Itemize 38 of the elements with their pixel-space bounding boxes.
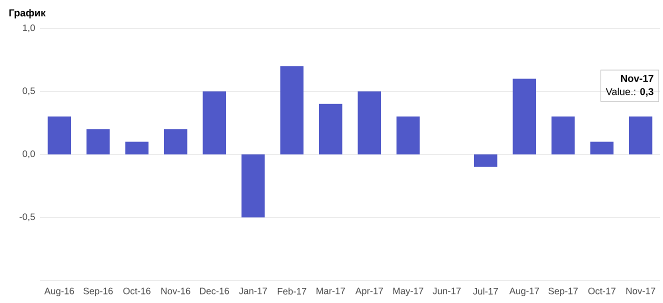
bar — [512, 78, 536, 154]
x-tick-label: May-17 — [393, 288, 424, 296]
x-tick-label: Sep-17 — [548, 288, 578, 296]
x-tick-label: Apr-17 — [355, 288, 383, 296]
x-tick-label: Feb-17 — [278, 288, 306, 295]
bar — [629, 116, 652, 154]
bar — [164, 129, 188, 154]
x-tick-label: Aug-17 — [509, 288, 539, 296]
bar — [125, 142, 149, 154]
chart-title: График — [9, 9, 46, 18]
x-tick-label: Nov-16 — [161, 288, 190, 294]
bar — [86, 129, 110, 154]
bar — [590, 142, 614, 154]
bar — [552, 116, 575, 154]
x-tick-label: Aug-16 — [44, 288, 74, 296]
bar — [474, 154, 498, 167]
y-tick-label: 1,0 — [23, 24, 35, 32]
x-tick-label: Oct-17 — [588, 288, 616, 294]
bar — [242, 154, 265, 218]
x-tick-label: Dec-16 — [200, 288, 229, 294]
x-tick-label: Mar-17 — [316, 288, 345, 294]
bar — [202, 91, 226, 154]
x-tick-label: Oct-16 — [123, 288, 150, 294]
y-tick-label: 0,5 — [22, 87, 35, 96]
annotation: Value.: 0,3 — [606, 88, 654, 97]
bar — [48, 116, 71, 154]
y-tick-label: -0,5 — [20, 213, 35, 222]
y-tick-label: 0,0 — [22, 150, 35, 158]
bar — [319, 104, 342, 154]
bar — [358, 91, 382, 154]
x-tick-label: Nov-17 — [626, 288, 656, 294]
bar — [280, 66, 304, 154]
x-tick-label: Jul-17 — [473, 288, 498, 295]
x-tick-label: Sep-16 — [83, 288, 113, 296]
x-tick-label: Jun-17 — [432, 288, 461, 294]
annotation: Nov-17 — [621, 74, 654, 82]
x-tick-label: Jan-17 — [239, 288, 267, 294]
bar — [396, 116, 420, 154]
